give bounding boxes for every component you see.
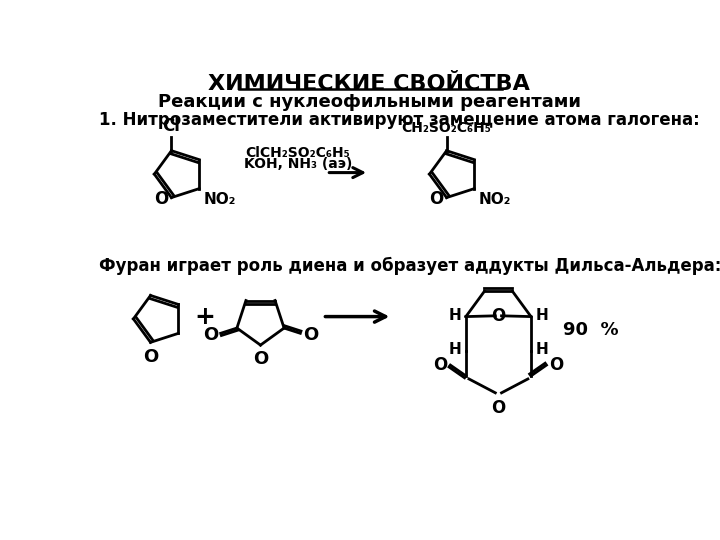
Text: 1. Нитрозаместители активируют замещение атома галогена:: 1. Нитрозаместители активируют замещение… bbox=[99, 111, 700, 129]
Text: O: O bbox=[154, 190, 168, 208]
Text: H: H bbox=[449, 308, 462, 322]
Text: KOH, NH₃ (аэ): KOH, NH₃ (аэ) bbox=[243, 157, 352, 171]
Text: O: O bbox=[429, 190, 444, 208]
Text: Реакции с нуклеофильными реагентами: Реакции с нуклеофильными реагентами bbox=[158, 92, 580, 111]
Text: CH₂SO₂C₆H₅: CH₂SO₂C₆H₅ bbox=[402, 122, 492, 136]
Text: ClCH₂SO₂C₆H₅: ClCH₂SO₂C₆H₅ bbox=[246, 146, 350, 160]
Text: O: O bbox=[491, 307, 505, 325]
Text: O: O bbox=[302, 326, 318, 344]
Text: 90  %: 90 % bbox=[563, 321, 618, 340]
Text: O: O bbox=[433, 356, 447, 374]
Text: H: H bbox=[536, 342, 549, 357]
Text: NO₂: NO₂ bbox=[479, 192, 511, 207]
Text: +: + bbox=[194, 305, 215, 328]
Text: O: O bbox=[549, 356, 564, 374]
Text: H: H bbox=[536, 308, 549, 322]
Text: O: O bbox=[491, 399, 505, 417]
Text: Cl: Cl bbox=[163, 117, 181, 136]
Text: O: O bbox=[203, 326, 218, 344]
Text: NO₂: NO₂ bbox=[204, 192, 236, 207]
Text: Фуран играет роль диена и образует аддукты Дильса-Альдера:: Фуран играет роль диена и образует аддук… bbox=[99, 257, 720, 275]
Text: O: O bbox=[143, 348, 158, 367]
Text: O: O bbox=[253, 350, 268, 368]
Text: ХИМИЧЕСКИЕ СВОЙСТВА: ХИМИЧЕСКИЕ СВОЙСТВА bbox=[208, 74, 530, 94]
Text: H: H bbox=[449, 342, 462, 357]
